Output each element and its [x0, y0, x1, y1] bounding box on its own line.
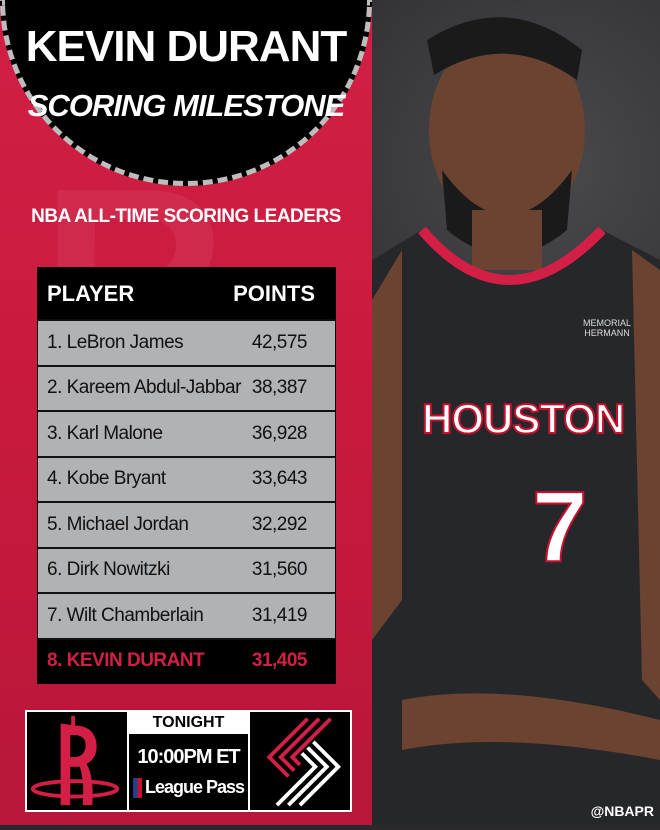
table-row: 6. Dirk Nowitzki 31,560 — [38, 546, 335, 592]
table-row: 2. Kareem Abdul-Jabbar 38,387 — [38, 364, 335, 410]
player-points: 31,560 — [251, 559, 308, 581]
trail-blazers-logo — [250, 712, 350, 810]
rockets-logo — [27, 712, 127, 810]
table-header: PLAYER POINTS — [38, 268, 335, 319]
player-points: 42,575 — [251, 331, 308, 353]
game-time: 10:00PM ET — [137, 746, 240, 768]
jersey-sponsor: MEMORIAL HERMANN — [582, 318, 631, 338]
column-points: POINTS — [233, 280, 315, 306]
player-name: 3. Karl Malone — [47, 422, 163, 444]
jersey-number: 7 — [531, 470, 589, 584]
player-points: 31,419 — [251, 604, 308, 626]
league-pass: League Pass — [129, 777, 248, 799]
table-row: 1. LeBron James 42,575 — [38, 319, 335, 365]
player-illustration — [372, 17, 660, 825]
section-title: NBA ALL-TIME SCORING LEADERS — [31, 206, 341, 227]
table-row: 7. Wilt Chamberlain 31,419 — [38, 592, 335, 638]
highlighted-row: 8. KEVIN DURANT 31,405 — [38, 637, 335, 683]
player-name: 6. Dirk Nowitzki — [47, 559, 170, 581]
table-row: 4. Kobe Bryant 33,643 — [38, 455, 335, 501]
player-name: 5. Michael Jordan — [47, 513, 189, 535]
left-panel: R KEVIN DURANT SCORING MILESTONE NBA ALL… — [0, 0, 372, 825]
player-name: 2. Kareem Abdul-Jabbar — [47, 377, 241, 399]
title: KEVIN DURANT — [25, 22, 347, 71]
player-points: 31,405 — [251, 650, 308, 672]
player-points: 36,928 — [251, 422, 308, 444]
player-photo: HOUSTON 7 MEMORIAL HERMANN @NBAPR — [372, 0, 660, 825]
table-row: 3. Karl Malone 36,928 — [38, 410, 335, 456]
game-info: TONIGHT 10:00PM ET League Pass — [25, 710, 352, 812]
social-handle: @NBAPR — [590, 803, 654, 819]
player-points: 32,292 — [251, 513, 308, 535]
subtitle: SCORING MILESTONE — [27, 88, 346, 123]
broadcast-info: TONIGHT 10:00PM ET League Pass — [127, 712, 250, 810]
player-name: 8. KEVIN DURANT — [47, 650, 205, 672]
player-points: 33,643 — [251, 468, 308, 490]
leaders-table: PLAYER POINTS 1. LeBron James 42,575 2. Ka… — [37, 267, 336, 684]
league-pass-label: League Pass — [144, 777, 245, 797]
player-name: 1. LeBron James — [47, 331, 184, 353]
player-points: 38,387 — [251, 377, 308, 399]
tonight-label: TONIGHT — [129, 712, 248, 734]
player-name: 4. Kobe Bryant — [47, 468, 166, 490]
column-player: PLAYER — [47, 280, 135, 306]
jersey-city: HOUSTON — [421, 394, 626, 443]
player-name: 7. Wilt Chamberlain — [47, 604, 204, 626]
table-row: 5. Michael Jordan 32,292 — [38, 501, 335, 547]
nba-logo-icon — [132, 778, 142, 799]
